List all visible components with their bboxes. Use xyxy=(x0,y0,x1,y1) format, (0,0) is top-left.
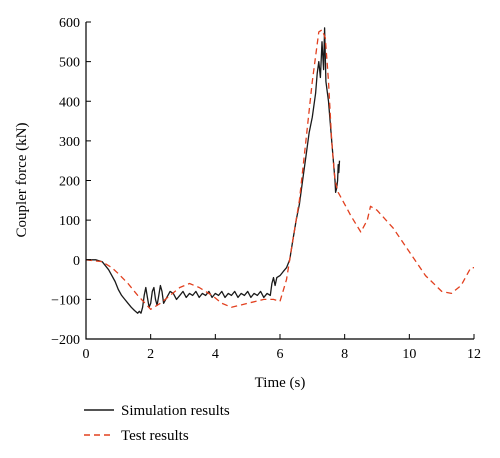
y-tick-label: 300 xyxy=(59,135,80,150)
series-layer xyxy=(85,27,474,314)
y-tick-label: −200 xyxy=(51,333,80,348)
x-axis-title: Time (s) xyxy=(255,375,306,391)
x-tick-label: 0 xyxy=(83,347,90,362)
legend-label-simulation: Simulation results xyxy=(121,403,230,419)
y-tick-label: 500 xyxy=(59,56,80,71)
legend-label-test: Test results xyxy=(121,428,189,444)
series-line-simulation xyxy=(86,27,341,314)
plot-area xyxy=(85,22,474,340)
y-tick-label: 0 xyxy=(73,254,80,269)
x-tick-label: 2 xyxy=(147,347,154,362)
legend-entry-test: Test results xyxy=(84,428,189,444)
y-axis: −200 −100 0 100 200 300 400 500 600 xyxy=(51,16,91,348)
y-tick-label: −100 xyxy=(51,293,80,308)
series-line-test xyxy=(85,29,474,310)
y-tick-label: 200 xyxy=(59,175,80,190)
x-tick-label: 10 xyxy=(402,347,416,362)
x-tick-label: 8 xyxy=(341,347,348,362)
legend-entry-simulation: Simulation results xyxy=(84,403,230,419)
x-tick-label: 12 xyxy=(467,347,481,362)
y-axis-title: Coupler force (kN) xyxy=(14,123,30,238)
y-tick-label: 600 xyxy=(59,16,80,31)
x-tick-label: 4 xyxy=(212,347,219,362)
x-axis: 0 2 4 6 8 10 12 xyxy=(83,334,481,362)
x-tick-label: 6 xyxy=(277,347,284,362)
y-tick-label: 100 xyxy=(59,214,80,229)
y-tick-label: 400 xyxy=(59,95,80,110)
axes-frame xyxy=(85,22,474,340)
legend: Simulation results Test results xyxy=(84,403,230,444)
